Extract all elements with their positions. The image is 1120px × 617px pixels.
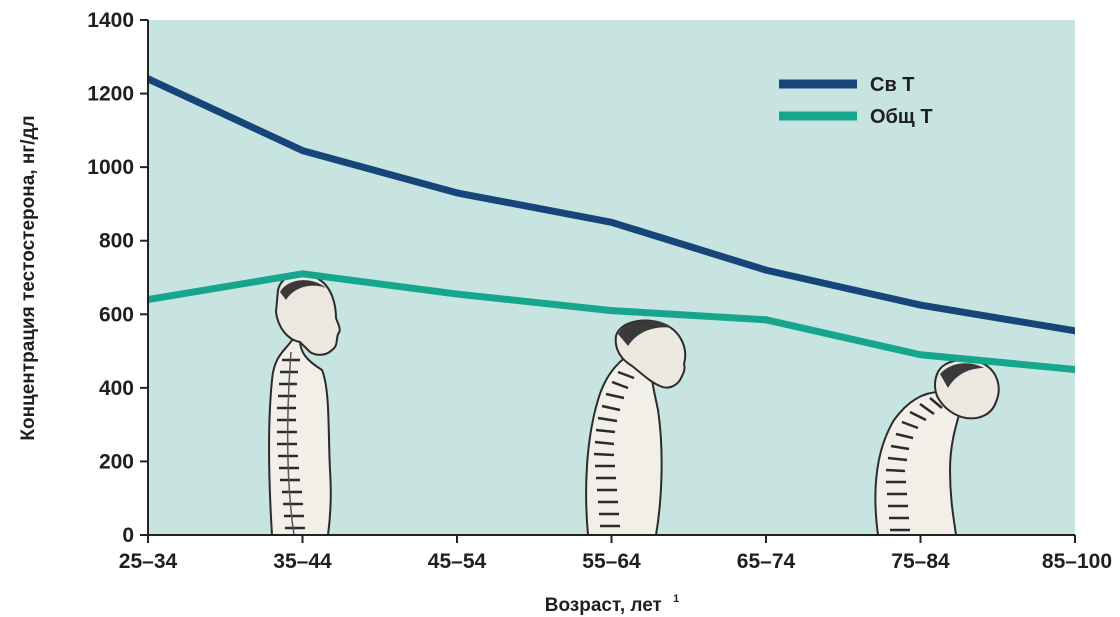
x-axis-title: Возраст, лет 1 [545,593,680,616]
data-point-sv-t [762,266,770,274]
x-tick-label: 35–44 [273,550,332,573]
data-point-obsh-t [453,290,461,298]
y-tick-label: 200 [99,450,134,473]
illustrations [268,273,1000,535]
y-tick-label: 400 [99,377,134,400]
upright-figure-spine [268,273,341,535]
legend: Св Т Общ Т [779,74,933,128]
data-point-obsh-t [299,270,306,278]
data-point-obsh-t [917,351,924,359]
x-tick-label: 55–64 [582,550,641,573]
axes: 0 200 400 600 800 1000 1200 1400 25–34 35–44 45–54… [87,9,1112,573]
legend-label-obsh-t: Общ Т [870,106,933,128]
data-point-sv-t [1071,327,1075,335]
y-tick-label: 600 [99,303,134,326]
stooped-figure-spine [585,319,687,535]
x-tick-label: 75–84 [891,550,950,573]
y-tick-label: 1000 [87,156,134,179]
x-tick-label: 65–74 [737,550,796,573]
data-point-obsh-t [762,316,770,324]
series-layer [148,75,1075,373]
y-tick-label: 1400 [87,9,134,32]
data-point-sv-t [453,189,461,197]
data-point-obsh-t [1071,365,1075,373]
hunched-figure-spine [874,358,1000,535]
y-tick-label: 1200 [87,83,134,106]
data-point-sv-t [608,218,615,226]
legend-label-sv-t: Св Т [870,74,915,96]
y-tick-label: 0 [122,524,134,547]
x-axis-title-superscript: 1 [673,593,679,605]
data-point-sv-t [917,301,924,309]
x-tick-label: 25–34 [119,550,178,573]
data-point-obsh-t [608,307,615,315]
x-tick-label: 85–100 [1042,550,1112,573]
x-tick-label: 45–54 [428,550,487,573]
x-axis-title-text: Возраст, лет [545,595,662,616]
data-point-sv-t [299,147,306,155]
y-tick-label: 800 [99,230,134,253]
y-axis-title: Концентрация тестостерона, нг/дл [18,115,39,440]
